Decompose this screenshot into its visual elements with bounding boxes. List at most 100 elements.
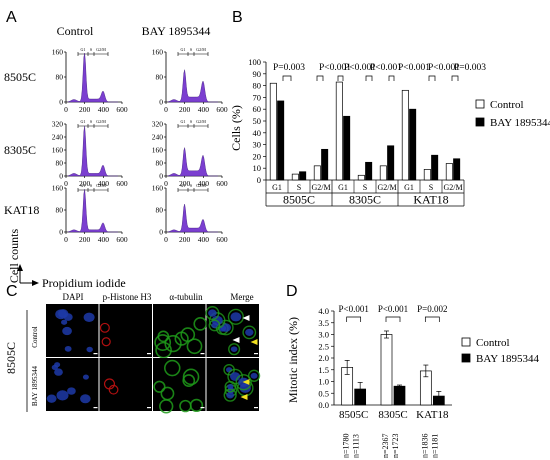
tubulin-cell <box>174 331 189 346</box>
d-legend: Control BAY 1895344 <box>461 337 540 365</box>
d-bar-control <box>380 334 393 406</box>
panel-b-letter: B <box>232 9 243 26</box>
gate-label-g2m: G2/M <box>196 119 206 124</box>
hist-x-tick-label: 200 <box>79 235 91 244</box>
gate-label-g1: G1 <box>181 119 186 124</box>
merge-tubulin <box>205 306 220 321</box>
phh3-cell <box>103 378 116 390</box>
panel-d: D Mitotic index (%) 0.00.51.01.52.02.53.… <box>286 283 540 458</box>
dapi-nucleus <box>54 368 63 376</box>
gate-label-g2m: G2/M <box>196 47 206 52</box>
b-group-label: 8305C <box>349 193 381 207</box>
gate-label-g1: G1 <box>181 47 186 52</box>
tubulin-cell <box>182 368 200 386</box>
b-legend: Control BAY 1895344 <box>475 99 550 129</box>
b-bar-treated <box>365 161 373 181</box>
hist-x-tick-label: 400 <box>98 105 110 114</box>
panel-c-letter: C <box>6 283 18 300</box>
gate-label-s: S <box>90 183 92 188</box>
scale-bar <box>147 407 151 409</box>
hist-x-tick-label: 600 <box>216 105 228 114</box>
hist-x-tick-label: 0 <box>164 235 168 244</box>
merge-nucleus <box>226 391 235 399</box>
merge-tubulin <box>235 374 252 391</box>
b-cat-label: G2/M <box>443 183 462 192</box>
merge-nucleus <box>230 346 238 353</box>
hist-y-tick-label: 240 <box>52 133 64 142</box>
merge-nucleus <box>211 322 218 329</box>
b-y-tick-label: 80 <box>253 81 262 91</box>
b-bar-treated <box>453 158 461 181</box>
panel-c: C DAPI p-Histone H3 α-tubulin Merge 8505… <box>4 283 261 414</box>
hist-x-tick-label: 200 <box>179 105 191 114</box>
gate-label-g2m: G2/M <box>96 183 106 188</box>
scale-bar <box>254 353 258 355</box>
merge-nucleus <box>208 309 217 317</box>
b-y-tick-label: 70 <box>253 92 262 102</box>
row-label-8505c: 8505C <box>4 70 36 84</box>
b-y-tick-label: 60 <box>253 104 262 114</box>
b-y-tick-label: 50 <box>253 116 262 126</box>
b-pvalue-label: P<0.001 <box>319 63 351 73</box>
b-bar-treated <box>409 108 417 181</box>
y-axis-label-cell-counts: Cell counts <box>7 229 21 284</box>
hist-x-tick-label: 400 <box>198 105 210 114</box>
channel-merge: Merge <box>230 292 253 302</box>
merge-tubulin <box>228 343 241 356</box>
tubulin-cell <box>193 317 208 331</box>
b-y-tick-label: 10 <box>253 163 262 173</box>
panel-d-letter: D <box>286 283 298 300</box>
tubulin-cell <box>189 398 204 413</box>
b-pvalue-bracket <box>428 75 436 81</box>
d-axes: 0.0 0.51.0 1.5 2.0 2.53.0 3.5 4.0 8505C 8305C KAT… <box>318 306 452 421</box>
b-pvalue-label: P<0.001 <box>370 63 402 73</box>
hist-y-tick-label: 0 <box>59 172 63 181</box>
b-y-tick-label: 0 <box>257 175 261 185</box>
hist-x-tick-label: 600 <box>116 235 128 244</box>
d-pvalue-bracket <box>346 316 362 322</box>
d-n-label: n=1780 <box>342 433 351 458</box>
b-bar-control <box>313 165 321 181</box>
hist-y-tick-label: 160 <box>52 146 64 155</box>
hist-x-tick-label: 0 <box>64 235 68 244</box>
micrograph-tile <box>99 358 152 411</box>
hist-y-tick-label: 80 <box>156 159 164 168</box>
d-n-label: n=1113 <box>352 434 361 458</box>
hist-x-tick-label: 600 <box>116 179 128 188</box>
b-y-axis-label: Cells (%) <box>229 105 243 151</box>
merge-tubulin <box>208 312 226 329</box>
b-cat-label: S <box>363 183 367 192</box>
hist-y-tick-label: 320 <box>52 120 64 129</box>
d-bars <box>341 330 445 406</box>
dapi-nucleus <box>62 326 72 336</box>
hist-x-tick-label: 0 <box>164 179 168 188</box>
d-pvalue-label: P<0.001 <box>338 304 368 314</box>
gate-label-g2m: G2/M <box>196 183 206 188</box>
hist-y-tick-label: 0 <box>59 98 63 107</box>
dapi-nucleus <box>61 319 68 325</box>
hist-x-tick-label: 0 <box>64 179 68 188</box>
panel-b: B Cells (%) 01020304050607080901008505CG… <box>229 9 550 207</box>
d-x-tick-label: 8305C <box>378 409 407 421</box>
d-y-axis-label: Mitotic index (%) <box>286 317 300 403</box>
dapi-nucleus <box>86 346 93 353</box>
b-bar-treated <box>387 145 395 181</box>
b-bar-control <box>445 163 453 181</box>
b-legend-swatch-control <box>475 99 485 109</box>
gate-label-g1: G1 <box>81 47 86 52</box>
b-legend-treated: BAY 1895344 <box>490 117 550 129</box>
hist-y-tick-label: 80 <box>56 73 64 82</box>
dapi-nucleus <box>67 387 76 395</box>
d-y-tick-label: 1.5 <box>318 365 329 375</box>
b-pvalue-bracket <box>451 75 459 81</box>
hist-x-tick-label: 200 <box>179 179 191 188</box>
merge-nucleus <box>227 384 234 390</box>
scale-bar <box>93 353 98 355</box>
hist-x-tick-label: 200 <box>79 105 91 114</box>
b-y-tick-label: 20 <box>253 151 262 161</box>
dapi-nucleus <box>58 309 69 318</box>
b-pvalue-label: P<0.001 <box>428 63 460 73</box>
col-header-control: Control <box>57 24 94 38</box>
hist-y-tick-label: 80 <box>56 159 64 168</box>
